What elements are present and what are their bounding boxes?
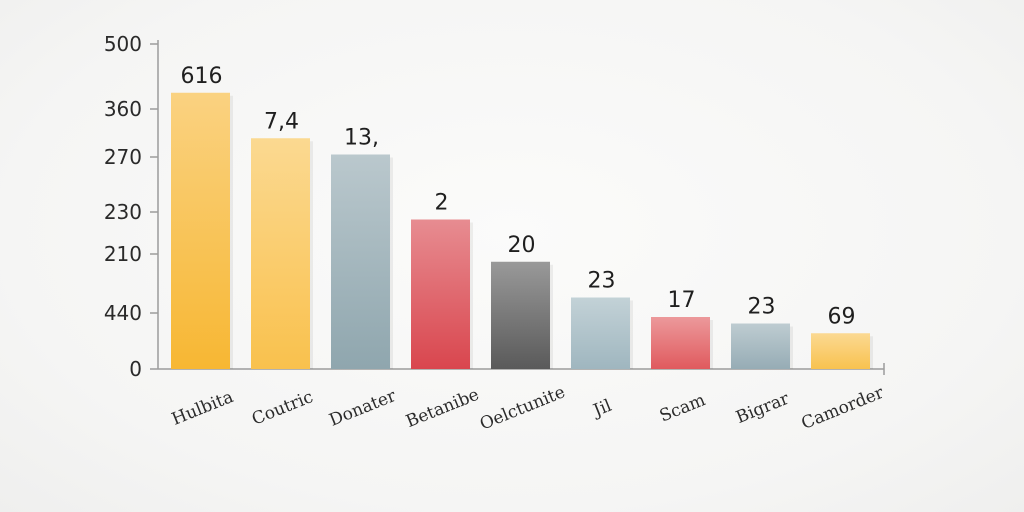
bar-hulbita — [171, 92, 230, 369]
category-label-oelctunite: Oelctunite — [477, 382, 568, 434]
bars — [171, 92, 873, 369]
y-tick-label: 360 — [104, 97, 142, 121]
y-tick-label: 0 — [129, 357, 142, 381]
category-label-hulbita: Hulbita — [169, 387, 236, 430]
data-label-oelctunite: 20 — [508, 233, 536, 258]
category-label-jil: Jil — [589, 396, 615, 422]
category-label-donater: Donater — [326, 386, 399, 431]
category-label-camorder: Camorder — [799, 383, 888, 434]
bar-jil — [571, 297, 630, 369]
category-label-scam: Scam — [657, 390, 708, 426]
data-label-camorder: 69 — [828, 304, 856, 329]
data-labels: 616 7,4 13, 2 20 23 17 23 69 — [181, 64, 856, 330]
data-label-scam: 17 — [668, 288, 696, 313]
bar-coutric — [251, 138, 310, 369]
bar-bigrar — [731, 323, 790, 369]
data-label-bigrar: 23 — [748, 295, 776, 320]
data-label-jil: 23 — [588, 269, 616, 294]
data-label-donater: 13, — [344, 126, 379, 151]
data-label-coutric: 7,4 — [264, 109, 299, 134]
y-axis: 500 360 270 230 210 440 0 — [104, 32, 159, 381]
y-tick-label: 500 — [104, 32, 142, 56]
y-tick-label: 210 — [104, 242, 142, 266]
bar-scam — [651, 317, 710, 369]
y-tick-label: 270 — [104, 145, 142, 169]
y-tick-label: 440 — [104, 301, 142, 325]
data-label-betanibe: 2 — [435, 191, 449, 216]
bar-donater — [331, 154, 390, 369]
category-label-bigrar: Bigrar — [733, 388, 792, 428]
data-label-hulbita: 616 — [181, 64, 223, 89]
category-label-coutric: Coutric — [249, 387, 316, 430]
category-label-betanibe: Betanibe — [403, 385, 482, 432]
bar-oelctunite — [491, 261, 550, 369]
bar-betanibe — [411, 219, 470, 369]
y-tick-label: 230 — [104, 200, 142, 224]
bar-camorder — [811, 333, 870, 369]
